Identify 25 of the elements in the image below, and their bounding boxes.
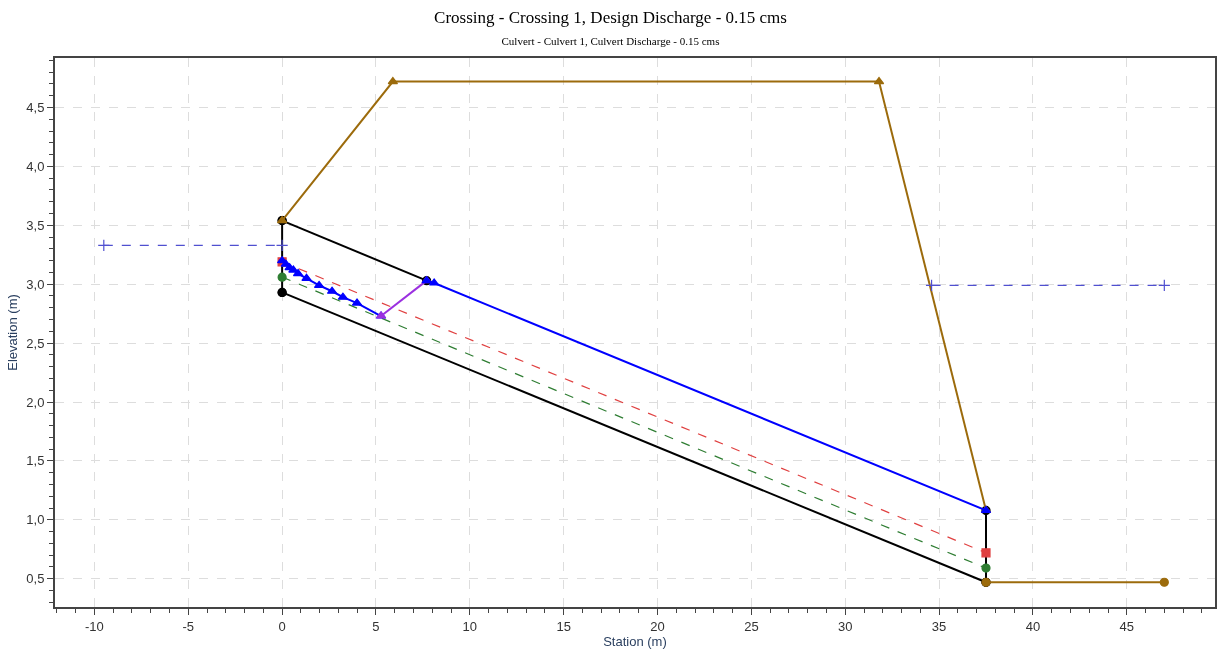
x-tick-label: 35 [931, 618, 947, 634]
y-tick-label: 4,0 [26, 158, 45, 174]
y-tick-label: 3,5 [26, 217, 45, 233]
x-tick-label: 25 [744, 618, 759, 634]
x-tick-label: 30 [838, 618, 853, 634]
x-tick-label: -5 [182, 618, 195, 634]
x-axis-title: Station (m) [603, 633, 667, 649]
y-tick-label: 1,5 [26, 453, 45, 469]
x-tick-label: 0 [278, 618, 286, 634]
y-tick-label: 4,5 [26, 100, 45, 116]
x-tick-label: 10 [462, 618, 478, 634]
y-tick-label: 0,5 [26, 571, 45, 587]
y-tick-label: 1,0 [26, 512, 45, 528]
y-tick-label: 3,0 [26, 276, 45, 292]
x-tick-label: 40 [1025, 618, 1041, 634]
x-tick-label: 5 [372, 618, 380, 634]
chart-subtitle: Culvert - Culvert 1, Culvert Discharge - 0.15 cms [501, 34, 720, 47]
y-axis-title: Elevation (m) [4, 294, 20, 371]
y-tick-label: 2,5 [26, 335, 45, 351]
x-tick-label: 20 [650, 618, 665, 634]
chart-title: Crossing - Crossing 1, Design Discharge - 0.15 cms [434, 7, 787, 27]
x-tick-label: 45 [1119, 618, 1135, 634]
y-tick-label: 2,0 [26, 394, 45, 410]
x-tick-label: 15 [556, 618, 571, 634]
x-tick-label: -10 [85, 618, 104, 634]
